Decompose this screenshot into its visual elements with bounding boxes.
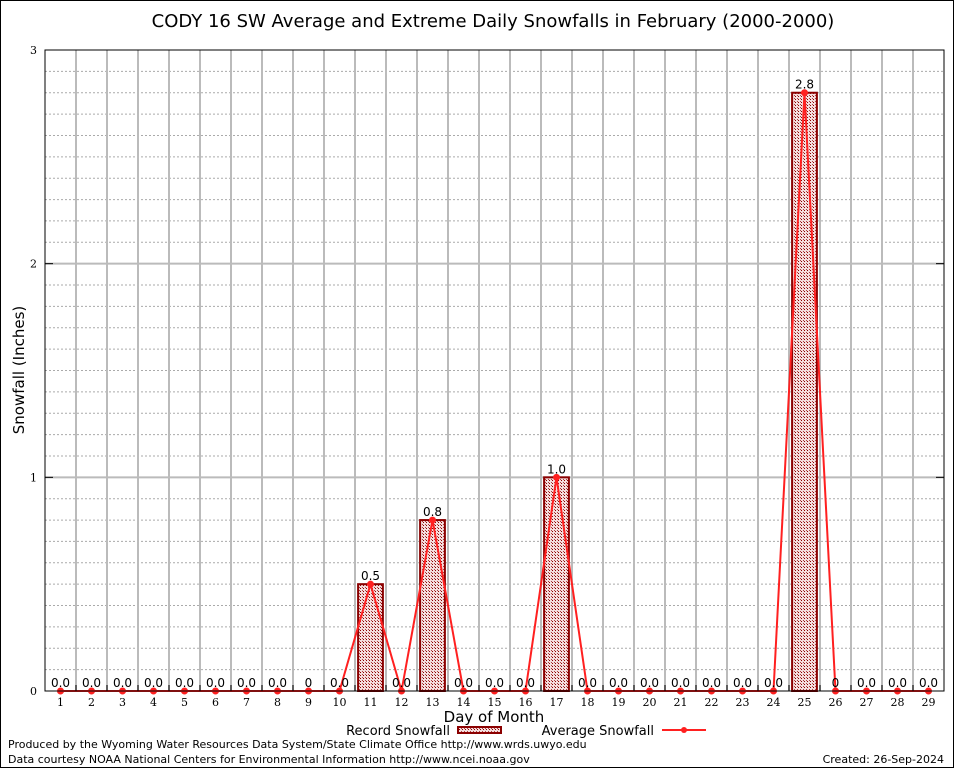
footer-produced-by: Produced by the Wyoming Water Resources … — [8, 738, 587, 751]
record-value-label: 0.0 — [392, 676, 411, 690]
x-tick-label: 10 — [333, 696, 347, 709]
x-tick-label: 14 — [457, 696, 471, 709]
record-value-label: 0.0 — [640, 676, 659, 690]
chart-title: CODY 16 SW Average and Extreme Daily Sno… — [152, 11, 835, 32]
record-value-label: 0.0 — [485, 676, 504, 690]
data-labels: 0.0 0.0 0.0 0.0 0.0 0.0 0.0 0.0 0 0.0 0.5 0.0 0.8 0.0… — [51, 78, 938, 690]
average-point — [801, 89, 808, 97]
x-tick-label: 27 — [860, 696, 874, 709]
bars — [357, 91, 818, 693]
record-value-label: 0.0 — [919, 676, 938, 690]
y-tick-label: 2 — [30, 258, 37, 271]
record-value-label: 0.0 — [237, 676, 256, 690]
x-tick-label: 15 — [488, 696, 502, 709]
average-point — [367, 580, 374, 588]
record-value-label: 0.8 — [423, 505, 442, 519]
x-tick-label: 12 — [395, 696, 409, 709]
record-value-label: 0.0 — [702, 676, 721, 690]
x-tick-label: 22 — [705, 696, 719, 709]
average-point — [429, 516, 436, 524]
record-value-label: 0.0 — [82, 676, 101, 690]
x-tick-label: 25 — [798, 696, 812, 709]
plot-border — [44, 49, 945, 692]
x-tick-label: 18 — [581, 696, 595, 709]
record-value-label: 0.0 — [175, 676, 194, 690]
record-value-label: 2.8 — [795, 78, 814, 92]
x-tick-label: 23 — [736, 696, 750, 709]
record-value-label: 0.0 — [857, 676, 876, 690]
y-tick-label: 0 — [30, 685, 37, 698]
record-value-label: 0.0 — [206, 676, 225, 690]
x-tick-label: 29 — [922, 696, 936, 709]
x-tick-label: 3 — [119, 696, 126, 709]
record-value-label: 0.0 — [113, 676, 132, 690]
record-bar — [419, 519, 446, 692]
record-value-label: 0.0 — [330, 676, 349, 690]
y-tick-label: 1 — [30, 471, 37, 484]
x-tick-label: 17 — [550, 696, 564, 709]
record-value-label: 0.0 — [144, 676, 163, 690]
legend-record-swatch — [457, 726, 502, 734]
y-tick-label: 3 — [30, 44, 37, 57]
x-tick-label: 4 — [150, 696, 157, 709]
record-value-label: 0.0 — [454, 676, 473, 690]
x-tick-label: 5 — [181, 696, 188, 709]
record-value-label: 0.0 — [578, 676, 597, 690]
x-tick-label: 19 — [612, 696, 626, 709]
record-bar — [543, 476, 570, 693]
x-tick-label: 20 — [643, 696, 657, 709]
record-value-label: 0.0 — [671, 676, 690, 690]
record-value-label: 0.0 — [51, 676, 70, 690]
x-tick-label: 8 — [274, 696, 281, 709]
x-tick-label: 6 — [212, 696, 219, 709]
y-axis-label: Snowfall (Inches) — [10, 306, 28, 434]
x-axis-label: Day of Month — [444, 708, 545, 726]
footer-created: Created: 26-Sep-2024 — [823, 753, 944, 766]
record-value-label: 0.0 — [733, 676, 752, 690]
x-tick-label: 2 — [88, 696, 95, 709]
record-value-label: 1.0 — [547, 462, 566, 476]
x-tick-label: 13 — [426, 696, 440, 709]
record-value-label: 0 — [305, 676, 313, 690]
record-value-label: 0.5 — [361, 569, 380, 583]
x-tick-label: 1 — [57, 696, 64, 709]
x-tick-label: 28 — [891, 696, 905, 709]
legend-average-label: Average Snowfall — [542, 724, 654, 739]
average-point — [553, 473, 560, 481]
record-bar — [357, 583, 384, 693]
legend-record-label: Record Snowfall — [346, 724, 450, 739]
x-tick-label: 16 — [519, 696, 533, 709]
record-value-label: 0.0 — [609, 676, 628, 690]
x-tick-label: 26 — [829, 696, 843, 709]
x-tick-label: 11 — [364, 696, 378, 709]
record-value-label: 0.0 — [268, 676, 287, 690]
record-bar — [791, 91, 818, 692]
legend-average-marker — [681, 727, 687, 733]
record-value-label: 0 — [832, 676, 840, 690]
x-tick-label: 24 — [767, 696, 781, 709]
x-tick-label: 7 — [243, 696, 250, 709]
footer-data-courtesy: Data courtesy NOAA National Centers for … — [8, 753, 530, 766]
record-value-label: 0.0 — [888, 676, 907, 690]
x-tick-label: 9 — [305, 696, 312, 709]
record-value-label: 0.0 — [764, 676, 783, 690]
record-value-label: 0.0 — [516, 676, 535, 690]
legend: Record Snowfall Average Snowfall — [346, 724, 706, 739]
x-tick-label: 21 — [674, 696, 688, 709]
